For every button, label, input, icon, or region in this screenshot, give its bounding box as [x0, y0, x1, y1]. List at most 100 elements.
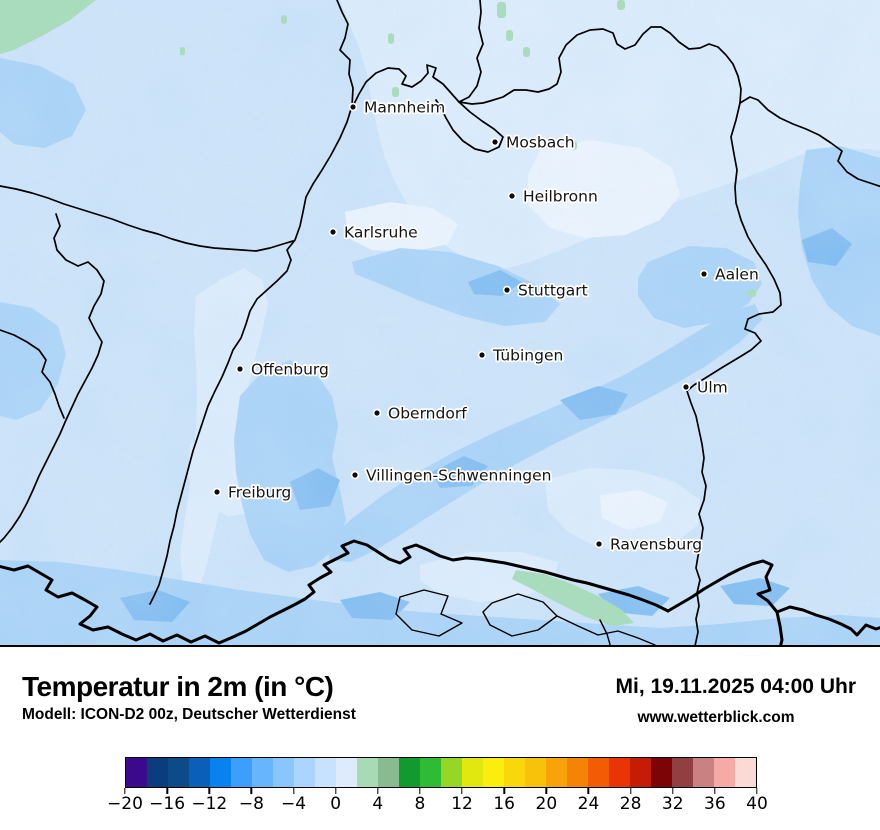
- colorbar-segment: [714, 758, 735, 787]
- city-label-oberndorf: Oberndorf: [388, 405, 467, 423]
- city-marker-offenburg: [235, 364, 245, 374]
- border-north-mannheim: [352, 0, 484, 107]
- colorbar-segment: [525, 758, 546, 787]
- border-swiss-canton-1: [395, 589, 463, 637]
- region-green-dot-7: [180, 47, 185, 55]
- colorbar-segment: [693, 758, 714, 787]
- colorbar-tick: [714, 788, 716, 794]
- colorbar-tick: [672, 788, 674, 794]
- border-france-north: [0, 185, 294, 252]
- colorbar-segment: [126, 758, 147, 787]
- colorbar-tick-label: −12: [191, 794, 228, 814]
- region-lake-constance: [512, 570, 634, 626]
- colorbar-tick-label: 40: [746, 794, 768, 814]
- region-green-dot-10: [617, 0, 625, 10]
- city-marker-ulm: [681, 382, 691, 392]
- colorbar-tick: [208, 788, 210, 794]
- city-marker-stuttgart: [502, 285, 512, 295]
- region-green-dot-4: [388, 33, 394, 44]
- map-canvas: Mannheim Mosbach Heilbronn Karlsruhe Stuttga…: [0, 0, 880, 647]
- colorbar-tick-label: 0: [330, 794, 342, 814]
- colorbar-segment: [231, 758, 252, 787]
- colorbar-tick-label: −20: [107, 794, 143, 814]
- city-label-freiburg: Freiburg: [228, 484, 291, 502]
- colorbar-segment: [483, 758, 504, 787]
- city-marker-ravensburg: [594, 539, 604, 549]
- colorbar-tick-label: −16: [149, 794, 186, 814]
- colorbar-tick: [377, 788, 379, 794]
- colorbar-gradient: [125, 757, 757, 788]
- colorbar-tick-label: 28: [619, 794, 642, 814]
- colorbar-tick: [166, 788, 168, 794]
- texture-blue-noise: [0, 0, 880, 647]
- colorbar-segment: [651, 758, 672, 787]
- city-marker-heilbronn: [507, 191, 517, 201]
- colorbar-tick-label: 36: [704, 794, 726, 814]
- border-swiss-canton-4: [599, 619, 612, 647]
- colorbar-tick-label: 32: [661, 794, 684, 814]
- colorbar-segment: [273, 758, 294, 787]
- border-france-vosges: [0, 213, 105, 544]
- city-label-villingen-schwenningen: Villingen-Schwenningen: [366, 467, 551, 485]
- colorbar-segment: [210, 758, 231, 787]
- city-marker-aalen: [699, 269, 709, 279]
- border-rhine-west: [149, 0, 354, 605]
- border-neckar-loop: [435, 99, 504, 153]
- colorbar-segment: [252, 758, 273, 787]
- colorbar-tick-label: 8: [414, 794, 426, 814]
- page-title: Temperatur in 2m (in °C): [22, 671, 334, 702]
- colorbar-tick: [334, 788, 337, 794]
- colorbar-segment: [588, 758, 609, 787]
- region-green-dot-2: [506, 30, 513, 41]
- colorbar-tick: [756, 788, 758, 794]
- region-green-dot-8: [571, 141, 577, 150]
- region-green-dot-6: [281, 15, 287, 24]
- city-marker-freiburg: [212, 487, 222, 497]
- city-label-stuttgart: Stuttgart: [518, 282, 588, 300]
- city-marker-mosbach: [490, 137, 500, 147]
- city-marker-mannheim: [348, 102, 358, 112]
- colorbar-segment: [357, 758, 378, 787]
- colorbar-segment: [336, 758, 357, 787]
- border-switzerland: [0, 539, 670, 645]
- city-label-ulm: Ulm: [697, 379, 728, 397]
- colorbar-tick: [124, 788, 126, 794]
- border-austria: [775, 605, 880, 637]
- colorbar-segment: [378, 758, 399, 787]
- colorbar-segment: [630, 758, 651, 787]
- border-bodensee-east: [666, 559, 784, 647]
- model-info: Modell: ICON-D2 00z, Deutscher Wetterdie…: [22, 706, 356, 723]
- colorbar-segment: [672, 758, 693, 787]
- city-label-mannheim: Mannheim: [364, 99, 445, 117]
- city-label-tuebingen: Tübingen: [492, 347, 563, 365]
- colorbar-segment: [546, 758, 567, 787]
- colorbar-segment: [189, 758, 210, 787]
- city-layer: Mannheim Mosbach Heilbronn Karlsruhe Stuttga…: [212, 97, 760, 555]
- region-green-northwest-corner: [0, 0, 96, 54]
- colorbar-tick: [545, 788, 548, 794]
- colorbar-tick-label: −8: [238, 794, 264, 814]
- colorbar-tick: [292, 788, 295, 794]
- city-label-heilbronn: Heilbronn: [523, 188, 598, 206]
- city-label-mosbach: Mosbach: [506, 134, 575, 152]
- colorbar-tick-label: 12: [451, 794, 473, 814]
- colorbar-segment: [735, 758, 756, 787]
- city-label-aalen: Aalen: [715, 266, 759, 284]
- colorbar-segment: [420, 758, 441, 787]
- colorbar-segment: [441, 758, 462, 787]
- colorbar-tick: [629, 788, 632, 794]
- colorbar-segment: [147, 758, 168, 787]
- colorbar-segment: [168, 758, 189, 787]
- colorbar-tick-label: 16: [493, 794, 516, 814]
- region-green-dot-5: [392, 87, 399, 97]
- border-swiss-canton-3: [556, 615, 656, 646]
- border-tauber-east: [739, 96, 880, 188]
- city-label-karlsruhe: Karlsruhe: [344, 224, 418, 242]
- colorbar-tick-label: 4: [372, 794, 384, 814]
- colorbar-tick: [250, 788, 253, 794]
- colorbar-tick-label: −4: [281, 794, 307, 814]
- colorbar-segment: [609, 758, 630, 787]
- city-label-offenburg: Offenburg: [251, 361, 329, 379]
- colorbar-segment: [399, 758, 420, 787]
- colorbar-tick-label: 24: [577, 794, 600, 814]
